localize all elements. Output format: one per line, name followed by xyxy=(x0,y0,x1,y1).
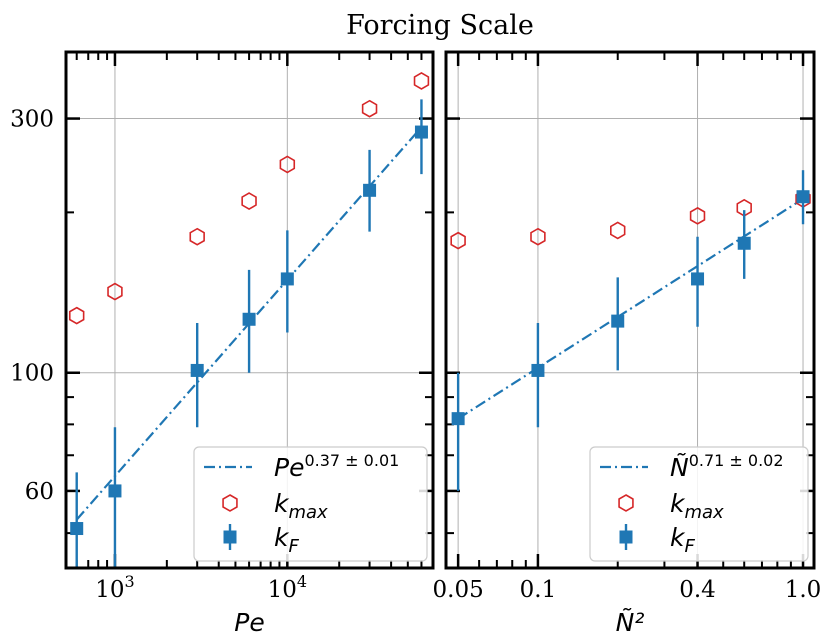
kmax-point xyxy=(68,306,85,325)
legend-kf-swatch xyxy=(619,530,633,544)
kmax-point xyxy=(530,227,546,246)
legend-kmax-swatch xyxy=(222,494,238,512)
kmax-point xyxy=(361,99,378,118)
y-tick-label: 60 xyxy=(25,479,54,505)
kf-point xyxy=(691,272,705,286)
y-tick-label: 300 xyxy=(10,107,54,133)
x-tick-label: 0.1 xyxy=(520,577,557,603)
legend-fit-label: Ñ0.71 ± 0.02 xyxy=(670,451,784,482)
kf-point xyxy=(611,314,625,328)
legend-box xyxy=(193,446,428,562)
kf-point xyxy=(280,272,294,286)
kf-point xyxy=(190,363,204,377)
kmax-point xyxy=(189,227,205,246)
legend-kf-label: kF xyxy=(274,523,299,557)
kf-point xyxy=(70,522,84,536)
kf-point xyxy=(531,363,545,377)
legend-kmax-label: kmax xyxy=(670,489,724,523)
kf-point xyxy=(796,190,810,204)
x-tick-label: 0.05 xyxy=(433,577,484,603)
plot-frame xyxy=(64,50,435,570)
kf-point xyxy=(737,236,751,250)
y-tick-label: 100 xyxy=(10,361,54,387)
x-tick-label: 1.0 xyxy=(785,577,822,603)
legend-kf-label: kF xyxy=(670,523,695,557)
kmax-point xyxy=(689,206,706,225)
x-axis-label: Pe xyxy=(234,608,264,637)
kmax-point xyxy=(413,71,430,90)
kmax-point xyxy=(450,231,466,250)
kmax-point xyxy=(107,282,123,301)
legend-kf-swatch xyxy=(223,530,237,544)
kf-point xyxy=(108,484,122,498)
data-layer xyxy=(450,170,811,491)
fit-line xyxy=(457,197,804,420)
x-tick-label: 104 xyxy=(268,572,307,603)
kf-point xyxy=(414,125,428,139)
legend-kmax-label: kmax xyxy=(274,489,328,523)
kmax-point xyxy=(610,221,626,240)
legend-kmax-swatch xyxy=(618,494,634,512)
data-layer xyxy=(68,71,430,568)
legend-fit-label: Pe0.37 ± 0.01 xyxy=(274,451,399,482)
kf-point xyxy=(363,183,377,197)
kf-point xyxy=(242,312,256,326)
legend-box xyxy=(589,446,809,562)
kmax-point xyxy=(241,192,257,211)
kf-point xyxy=(451,412,465,426)
x-axis-label: Ñ² xyxy=(616,607,645,637)
plot-frame xyxy=(444,50,816,570)
kmax-point xyxy=(279,155,296,174)
x-tick-label: 0.4 xyxy=(679,577,716,603)
figure-title: Forcing Scale xyxy=(346,10,534,41)
x-tick-label: 103 xyxy=(95,572,134,603)
